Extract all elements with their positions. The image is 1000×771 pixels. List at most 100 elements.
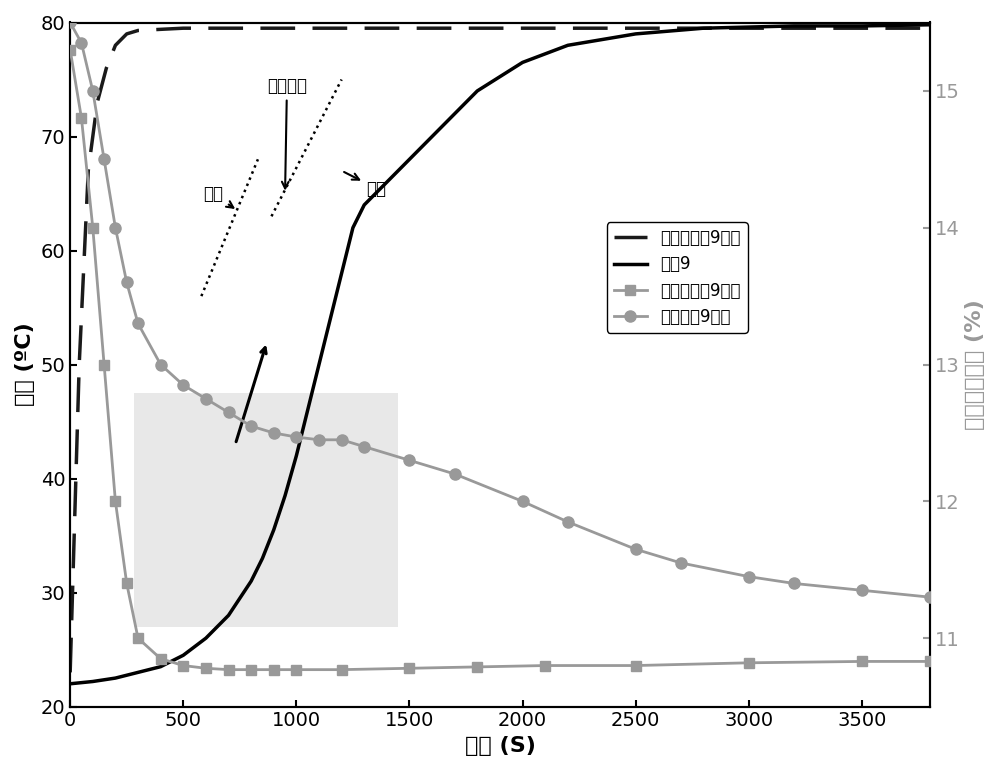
覆盖实例9材料 xyxy=(517,497,529,506)
实例9 xyxy=(370,189,382,198)
未覆盖实例9材料 xyxy=(630,661,642,670)
实例9 xyxy=(381,177,393,187)
覆盖实例9材料 xyxy=(358,442,370,451)
实例9 xyxy=(358,200,370,210)
覆盖实例9材料 xyxy=(403,456,415,465)
覆盖实例9材料 xyxy=(109,223,121,232)
未覆盖实例9材料 xyxy=(403,664,415,673)
覆盖实例9材料 xyxy=(132,319,144,328)
覆盖实例9材料 xyxy=(449,470,461,479)
未覆盖实例9材料 xyxy=(223,24,235,33)
Text: 结束: 结束 xyxy=(344,172,386,197)
未覆盖实例9材料 xyxy=(121,29,133,39)
实例9 xyxy=(788,22,800,31)
实例9 xyxy=(562,41,574,50)
覆盖实例9材料 xyxy=(313,435,325,444)
实例9 xyxy=(471,86,483,96)
实例9 xyxy=(177,651,189,660)
未覆盖实例9材料 xyxy=(177,24,189,33)
Bar xyxy=(134,393,398,627)
未覆盖实例9材料 xyxy=(64,45,76,55)
X-axis label: 时间 (S): 时间 (S) xyxy=(465,736,535,756)
未覆盖实例9材料 xyxy=(109,41,121,50)
实例9 xyxy=(743,22,755,32)
Y-axis label: 温度 (ºC): 温度 (ºC) xyxy=(15,323,35,406)
实例9 xyxy=(245,577,257,586)
实例9 xyxy=(630,29,642,39)
实例9 xyxy=(268,525,280,534)
未覆盖实例9材料 xyxy=(290,665,302,675)
实例9 xyxy=(347,223,359,232)
覆盖实例9材料 xyxy=(121,278,133,287)
Legend: 未覆盖实例9材料, 实例9, 未覆盖实例9材料, 覆盖实例9材料: 未覆盖实例9材料, 实例9, 未覆盖实例9材料, 覆盖实例9材料 xyxy=(607,222,748,333)
未覆盖实例9材料 xyxy=(91,98,103,107)
未覆盖实例9材料 xyxy=(200,664,212,673)
实例9 xyxy=(64,679,76,689)
实例9 xyxy=(132,668,144,677)
未覆盖实例9材料 xyxy=(64,668,76,677)
实例9 xyxy=(155,662,167,672)
实例9 xyxy=(302,406,314,415)
Line: 未覆盖实例9材料: 未覆盖实例9材料 xyxy=(65,45,935,675)
Line: 实例9: 实例9 xyxy=(70,25,930,684)
实例9 xyxy=(517,58,529,67)
覆盖实例9材料 xyxy=(743,572,755,581)
覆盖实例9材料 xyxy=(924,592,936,601)
覆盖实例9材料 xyxy=(87,86,99,96)
实例9 xyxy=(290,451,302,460)
未覆盖实例9材料 xyxy=(132,634,144,643)
实例9 xyxy=(223,611,235,620)
未覆盖实例9材料 xyxy=(82,166,94,175)
未覆盖实例9材料 xyxy=(87,223,99,232)
实例9 xyxy=(87,677,99,686)
实例9 xyxy=(426,132,438,141)
未覆盖实例9材料 xyxy=(75,113,87,123)
未覆盖实例9材料 xyxy=(268,665,280,675)
覆盖实例9材料 xyxy=(562,517,574,527)
实例9 xyxy=(256,554,268,563)
覆盖实例9材料 xyxy=(177,380,189,389)
未覆盖实例9材料 xyxy=(132,26,144,35)
覆盖实例9材料 xyxy=(223,408,235,417)
未覆盖实例9材料 xyxy=(109,497,121,506)
实例9 xyxy=(324,315,336,324)
未覆盖实例9材料 xyxy=(223,665,235,675)
未覆盖实例9材料 xyxy=(155,654,167,663)
实例9 xyxy=(279,491,291,500)
未覆盖实例9材料 xyxy=(98,360,110,369)
未覆盖实例9材料 xyxy=(100,63,112,72)
覆盖实例9材料 xyxy=(200,394,212,403)
Y-axis label: 光电转换效率 (%): 光电转换效率 (%) xyxy=(965,299,985,430)
Text: 储能平台: 储能平台 xyxy=(267,77,307,188)
覆盖实例9材料 xyxy=(788,579,800,588)
未覆盖实例9材料 xyxy=(403,24,415,33)
覆盖实例9材料 xyxy=(290,433,302,442)
未覆盖实例9材料 xyxy=(471,662,483,672)
覆盖实例9材料 xyxy=(98,155,110,164)
未覆盖实例9材料 xyxy=(539,661,551,670)
未覆盖实例9材料 xyxy=(743,24,755,33)
覆盖实例9材料 xyxy=(336,435,348,444)
实例9 xyxy=(924,20,936,29)
未覆盖实例9材料 xyxy=(856,24,868,33)
覆盖实例9材料 xyxy=(675,558,687,567)
Line: 覆盖实例9材料: 覆盖实例9材料 xyxy=(65,17,935,603)
未覆盖实例9材料 xyxy=(924,24,936,33)
未覆盖实例9材料 xyxy=(177,661,189,670)
覆盖实例9材料 xyxy=(268,429,280,438)
未覆盖实例9材料 xyxy=(743,658,755,668)
未覆盖实例9材料 xyxy=(924,657,936,666)
Text: 开始: 开始 xyxy=(204,185,233,207)
覆盖实例9材料 xyxy=(245,422,257,431)
覆盖实例9材料 xyxy=(64,18,76,27)
实例9 xyxy=(698,24,710,33)
未覆盖实例9材料 xyxy=(155,25,167,34)
未覆盖实例9材料 xyxy=(856,657,868,666)
实例9 xyxy=(449,109,461,118)
未覆盖实例9材料 xyxy=(245,665,257,675)
未覆盖实例9材料 xyxy=(73,360,85,369)
未覆盖实例9材料 xyxy=(290,24,302,33)
实例9 xyxy=(109,673,121,682)
未覆盖实例9材料 xyxy=(517,24,529,33)
未覆盖实例9材料 xyxy=(336,665,348,675)
